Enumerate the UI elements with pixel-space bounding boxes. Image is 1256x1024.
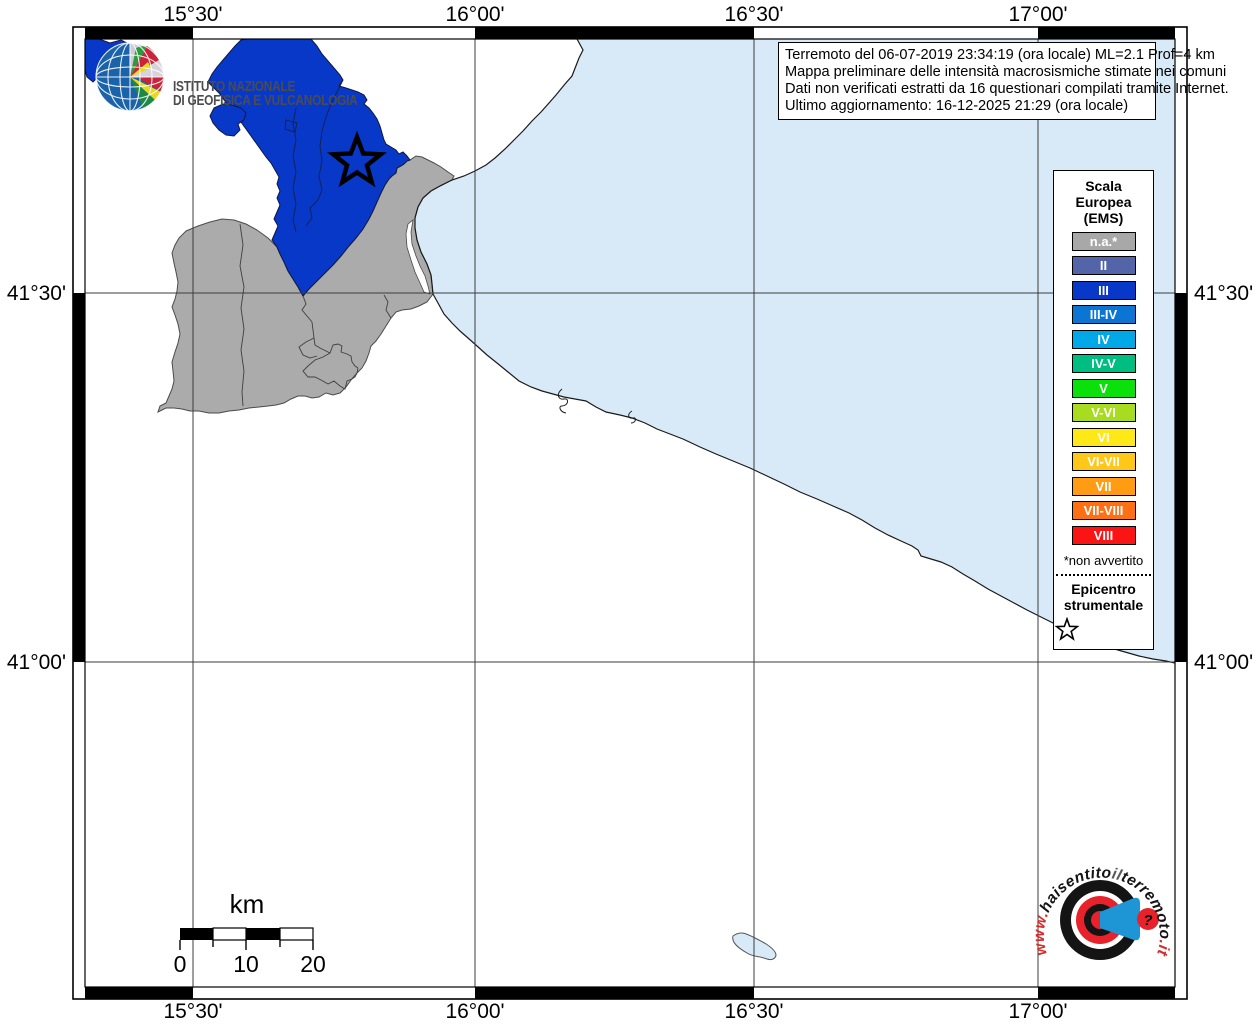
legend-item-label: VI-VII xyxy=(1087,454,1120,469)
legend-item-vi-vii: VI-VII xyxy=(1071,452,1136,471)
lon-label-top-1: 15°30' xyxy=(163,3,222,26)
ingv-logo-line1: ISTITUTO NAZIONALE xyxy=(173,78,296,95)
legend-item-v-vi: V-VI xyxy=(1071,403,1136,422)
coastline xyxy=(414,39,1175,664)
sea xyxy=(415,39,1175,663)
municipal-borders-gray xyxy=(239,223,392,407)
legend-item-label: IV xyxy=(1097,331,1110,347)
legend-footnote: *non avvertito xyxy=(1063,552,1144,568)
legend-item-v: V xyxy=(1071,378,1136,398)
megaphone-icon xyxy=(1100,897,1140,941)
legend-item-label: V-VI xyxy=(1091,405,1116,420)
legend-item-label: VIII xyxy=(1093,527,1114,543)
ingv-logo-line2: DI GEOFISICA E VULCANOLOGIA xyxy=(173,93,358,109)
legend-item-iv-v: IV-V xyxy=(1071,354,1136,373)
legend-item-label: VII-VIII xyxy=(1083,503,1124,518)
map-frame xyxy=(72,26,1188,1000)
legend-item-ii: II xyxy=(1071,256,1136,275)
lon-label-bottom-1: 15°30' xyxy=(163,1000,222,1023)
event-info-line4: Ultimo aggiornamento: 16-12-2025 21:29 (… xyxy=(785,97,1129,114)
epicenter-star-icon xyxy=(327,130,387,188)
legend-epicenter-label: Epicentro strumentale xyxy=(1054,581,1153,614)
lat-label-left-1: 41°30' xyxy=(7,282,66,305)
legend-title-line2: Europea xyxy=(1075,194,1132,210)
legend-item-vii-viii: VII-VIII xyxy=(1071,501,1136,520)
region-intensity-iii xyxy=(207,39,411,297)
lat-label-right-1: 41°30' xyxy=(1194,282,1253,305)
ingv-logo: ISTITUTO NAZIONALE DI GEOFISICA E VULCAN… xyxy=(93,40,398,114)
question-badge xyxy=(1137,908,1159,930)
legend-item-vii: VII xyxy=(1071,476,1136,496)
event-info-box: Terremoto del 06-07-2019 23:34:19 (ora l… xyxy=(778,42,1229,120)
legend-item-na: n.a.* xyxy=(1071,231,1136,251)
haisentito-logo: ? www.haisentitoilterremoto .it xyxy=(1031,864,1173,960)
legend-item-iv: IV xyxy=(1071,329,1136,349)
scale-tick-20: 20 xyxy=(300,951,326,977)
river-lines xyxy=(557,388,636,424)
legend-item-label: VII xyxy=(1095,478,1112,494)
lon-label-top-4: 17°00' xyxy=(1008,3,1067,26)
legend-item-viii: VIII xyxy=(1071,525,1136,545)
legend-item-iii: III xyxy=(1071,280,1136,300)
municipal-borders-blue xyxy=(284,79,344,233)
legend-title-line1: Scala xyxy=(1085,178,1122,194)
scale-tick-0: 0 xyxy=(174,951,187,977)
legend-item-label: II xyxy=(1099,258,1108,273)
legend-item-iii-iv: III-IV xyxy=(1071,305,1136,324)
event-info-line3: Dati non verificati estratti da 16 quest… xyxy=(785,80,1229,97)
legend-epicenter-line2: strumentale xyxy=(1063,597,1144,613)
lon-label-top-3: 16°30' xyxy=(724,3,783,26)
legend-item-label: V xyxy=(1099,380,1108,396)
lon-label-bottom-3: 16°30' xyxy=(724,1000,783,1023)
axis-labels: 15°30' 16°00' 16°30' 17°00' 15°30' 16°00… xyxy=(7,3,1253,1023)
event-info-line1: Terremoto del 06-07-2019 23:34:19 (ora l… xyxy=(785,47,1215,63)
legend-item-label: n.a.* xyxy=(1089,233,1118,249)
legend-divider xyxy=(1056,573,1151,576)
ingv-logo-text: ISTITUTO NAZIONALE DI GEOFISICA E VULCAN… xyxy=(173,78,358,109)
scale-bar-unit: km xyxy=(230,889,265,919)
legend-item-label: VI xyxy=(1097,429,1110,445)
ingv-globe-icon xyxy=(95,42,165,112)
legend-item-label: III-IV xyxy=(1089,307,1118,322)
legend-item-label: IV-V xyxy=(1091,356,1116,371)
lon-label-top-2: 16°00' xyxy=(445,3,504,26)
legend-item-vi: VI xyxy=(1071,427,1136,447)
legend-epicenter-star-icon xyxy=(1054,616,1080,641)
question-mark: ? xyxy=(1143,912,1152,929)
region-intensity-iii-exclave xyxy=(209,103,247,137)
legend-epicenter-line1: Epicentro xyxy=(1071,580,1136,597)
scale-bar: km 0 10 20 xyxy=(174,889,326,977)
graticule xyxy=(85,39,1175,987)
legend-title-line3: (EMS) xyxy=(1083,210,1124,226)
legend-item-label: III xyxy=(1098,282,1109,298)
scale-tick-10: 10 xyxy=(233,951,259,977)
ems-legend: Scala Europea (EMS) n.a.* II III III-IV … xyxy=(1053,170,1154,650)
legend-title: Scala Europea (EMS) xyxy=(1054,178,1153,226)
lat-label-left-2: 41°00' xyxy=(7,651,66,674)
lon-label-bottom-4: 17°00' xyxy=(1008,1000,1067,1023)
lon-label-bottom-2: 16°00' xyxy=(445,1000,504,1023)
lat-label-right-2: 41°00' xyxy=(1194,651,1253,674)
event-info-line2: Mappa preliminare delle intensità macros… xyxy=(785,63,1227,80)
